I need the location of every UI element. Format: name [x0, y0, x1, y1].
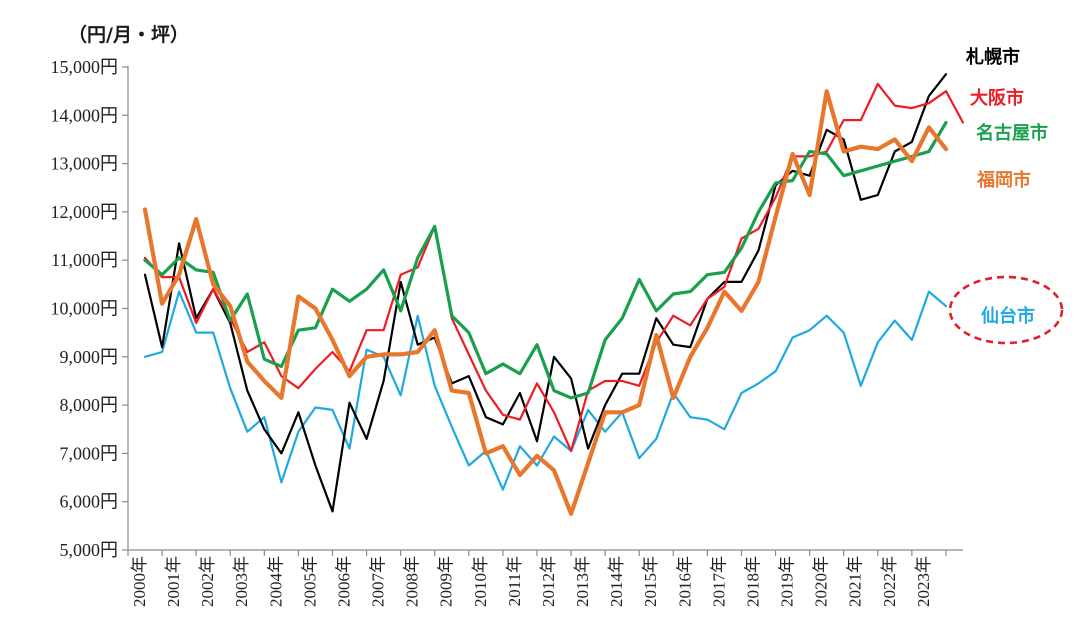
series-line-3 — [143, 120, 948, 400]
y-tick-label: 12,000円 — [51, 202, 119, 222]
x-tick-label: 2022年 — [880, 556, 899, 607]
series-label-1: 札幌市 — [965, 46, 1020, 68]
series-line-5 — [143, 290, 948, 491]
y-tick-label: 9,000円 — [60, 347, 119, 367]
x-tick-label: 2011年 — [505, 556, 524, 606]
x-tick-label: 2002年 — [198, 556, 217, 607]
x-tick-label: 2017年 — [709, 556, 728, 607]
highlight-ellipse — [948, 275, 1064, 345]
x-tick-label: 2012年 — [539, 556, 558, 607]
x-tick-label: 2001年 — [164, 556, 183, 607]
series-line-1 — [143, 73, 948, 513]
x-tick-label: 2016年 — [675, 556, 694, 607]
y-tick-label: 5,000円 — [60, 540, 119, 560]
x-tick-label: 2014年 — [607, 556, 626, 607]
x-tick-label: 2009年 — [437, 556, 456, 607]
y-tick-label: 15,000円 — [51, 57, 119, 77]
x-tick-label: 2019年 — [778, 556, 797, 607]
y-tick-label: 10,000円 — [51, 299, 119, 319]
series-label-5: 仙台市 — [981, 305, 1035, 327]
x-tick-label: 2013年 — [573, 556, 592, 607]
y-tick-label: 14,000円 — [51, 105, 119, 125]
series-label-4: 福岡市 — [976, 169, 1031, 191]
y-tick-label: 13,000円 — [51, 154, 119, 174]
x-tick-label: 2006年 — [334, 556, 353, 607]
y-tick-label: 6,000円 — [60, 492, 119, 512]
x-tick-label: 2020年 — [812, 556, 831, 607]
series-line-4 — [142, 89, 949, 516]
y-tick-label: 8,000円 — [60, 395, 119, 415]
y-tick-label: 7,000円 — [60, 443, 119, 463]
x-tick-label: 2003年 — [232, 556, 251, 607]
x-tick-label: 2023年 — [914, 556, 933, 607]
unit-label: （円/月・坪） — [68, 24, 189, 46]
series-label-3: 名古屋市 — [976, 122, 1048, 144]
series-line-2 — [143, 82, 965, 453]
x-tick-label: 2015年 — [641, 556, 660, 607]
x-tick-label: 2008年 — [403, 556, 422, 607]
series-label-2: 大阪市 — [970, 87, 1024, 109]
x-tick-label: 2005年 — [300, 556, 319, 607]
x-tick-label: 2000年 — [130, 556, 149, 607]
x-tick-label: 2021年 — [846, 556, 865, 607]
x-tick-label: 2004年 — [266, 556, 285, 607]
x-tick-label: 2018年 — [743, 556, 762, 607]
x-tick-label: 2010年 — [471, 556, 490, 607]
y-tick-label: 11,000円 — [51, 250, 118, 270]
x-tick-label: 2007年 — [369, 556, 388, 607]
